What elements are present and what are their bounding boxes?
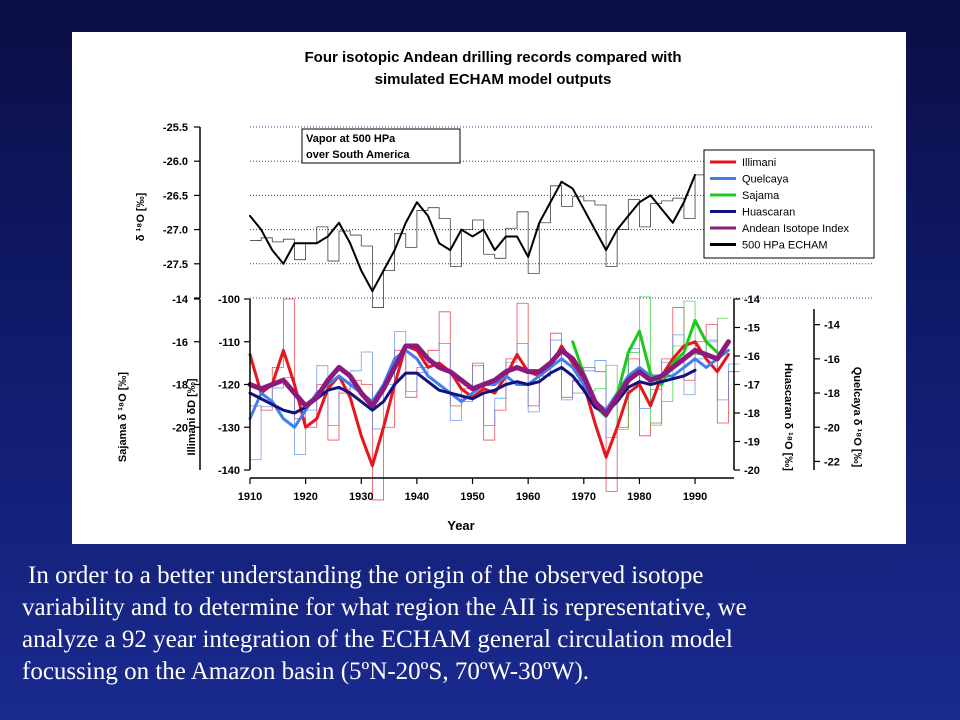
huascaran-tick-label: -17 <box>744 380 760 392</box>
echam-axis-label: δ ¹⁸O [‰] <box>135 192 147 241</box>
huascaran-tick-label: -19 <box>744 437 760 449</box>
echam-tick-label: -27.0 <box>163 225 188 237</box>
sajama-axis-label: Sajama δ ¹⁸O [‰] <box>117 372 129 462</box>
quelcaya-tick-label: -18 <box>824 388 840 400</box>
illimani-tick-label: -120 <box>218 380 240 392</box>
huascaran-tick-label: -15 <box>744 323 760 335</box>
echam-tick-label: -27.5 <box>163 259 188 271</box>
andean-isotope-index-line <box>247 339 731 417</box>
x-tick-label: 1990 <box>683 491 707 503</box>
illimani-tick-label: -140 <box>218 465 240 477</box>
500-hpa-echam-line <box>249 173 697 293</box>
huascaran-tick-label: -14 <box>744 294 761 306</box>
legend-label-andean-isotope-index: Andean Isotope Index <box>742 223 850 235</box>
huascaran-line <box>248 365 697 415</box>
annotation-line-2: over South America <box>306 149 410 161</box>
quelcaya-tick-label: -20 <box>824 422 840 434</box>
x-tick-label: 1950 <box>460 491 484 503</box>
x-tick-label: 1920 <box>293 491 317 503</box>
x-tick-label: 1910 <box>238 491 262 503</box>
echam-tick-label: -25.5 <box>163 122 188 134</box>
quelcaya-raw-trace <box>250 331 740 461</box>
legend: Illimani Quelcaya Sajama Huascaran Andean Is… <box>703 149 875 259</box>
huascaran-tick-label: -18 <box>744 408 760 420</box>
annotation-box <box>301 128 461 164</box>
x-tick-label: 1960 <box>516 491 540 503</box>
legend-label-quelcaya: Quelcaya <box>742 174 789 186</box>
sajama-tick-label: -16 <box>172 337 188 349</box>
x-tick-label: 1980 <box>627 491 651 503</box>
illimani-tick-label: -110 <box>219 337 240 349</box>
x-tick-label: 1970 <box>572 491 596 503</box>
annotation-line-1: Vapor at 500 HPa <box>306 133 396 145</box>
legend-label-illimani: Illimani <box>742 157 776 169</box>
caption-line-3: analyze a 92 year integration of the ECH… <box>22 626 733 653</box>
illimani-line <box>248 340 730 468</box>
quelcaya-tick-label: -14 <box>824 320 841 332</box>
sajama-tick-label: -14 <box>172 294 189 306</box>
isotope-chart: -25.5 -26.0 -26.5 -27.0 -27.5 -100 -110 -120 -13… <box>117 49 875 533</box>
caption-line-4: focussing on the Amazon basin (5ºN-20ºS,… <box>22 658 590 685</box>
caption-line-1: In order to a better understanding the o… <box>28 562 704 589</box>
illimani-axis-label: Illimani δD [‰] <box>186 378 198 455</box>
chart-title-line-2: simulated ECHAM model outputs <box>375 71 612 88</box>
chart-title-line-1: Four isotopic Andean drilling records co… <box>305 49 682 66</box>
x-tick-label: 1930 <box>349 491 373 503</box>
quelcaya-axis-label: Quelcaya δ ¹⁸O [‰] <box>851 367 863 468</box>
legend-label-500-hpa-echam: 500 HPa ECHAM <box>742 240 828 252</box>
sajama-tick-label: -20 <box>172 422 188 434</box>
echam-tick-label: -26.5 <box>163 190 188 202</box>
quelcaya-tick-label: -22 <box>824 456 840 468</box>
caption-line-2: variability and to determine for what re… <box>22 594 747 621</box>
legend-label-sajama: Sajama <box>742 190 780 202</box>
x-tick-label: 1940 <box>405 491 429 503</box>
echam-tick-label: -26.0 <box>163 156 188 168</box>
huascaran-axis-label: Huascaran δ ¹⁸O [‰] <box>782 363 794 471</box>
illimani-tick-label: -100 <box>218 294 240 306</box>
huascaran-tick-label: -20 <box>744 465 760 477</box>
chart-panel: -25.5 -26.0 -26.5 -27.0 -27.5 -100 -110 -120 -13… <box>72 32 906 544</box>
slide-caption: In order to a better understanding the o… <box>22 560 952 688</box>
sajama-tick-label: -18 <box>172 380 188 392</box>
quelcaya-tick-label: -16 <box>824 354 840 366</box>
x-axis-label: Year <box>447 518 474 533</box>
huascaran-tick-label: -16 <box>744 351 760 363</box>
legend-box <box>703 149 875 259</box>
legend-label-huascaran: Huascaran <box>742 207 795 219</box>
illimani-tick-label: -130 <box>218 422 240 434</box>
